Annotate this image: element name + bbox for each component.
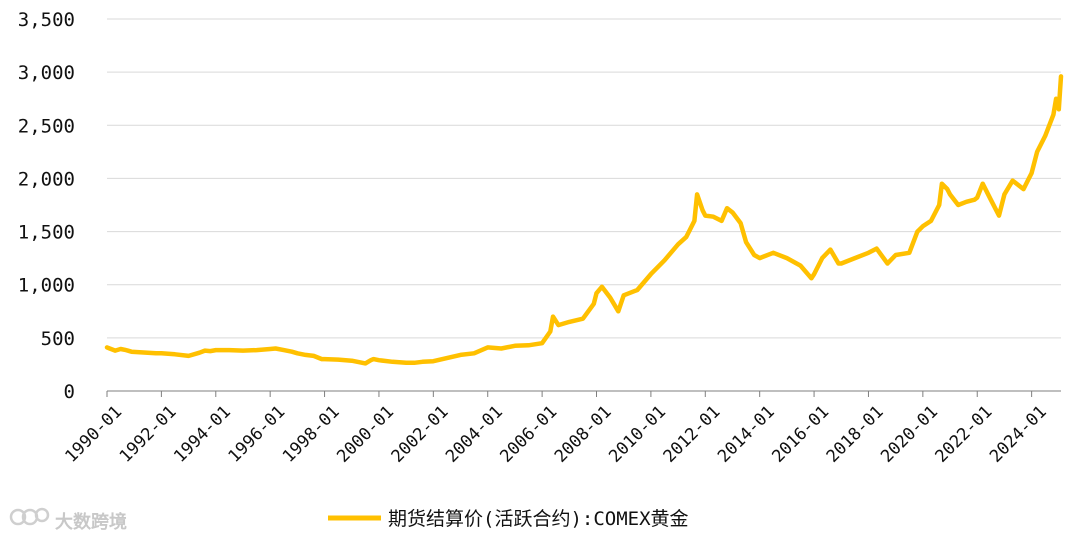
x-tick-label: 2018-01 xyxy=(823,402,888,467)
x-tick-label: 2024-01 xyxy=(986,402,1051,467)
y-tick-label: 3,000 xyxy=(18,62,75,84)
x-tick-label: 2000-01 xyxy=(333,402,398,467)
y-tick-label: 500 xyxy=(41,328,75,350)
y-tick-label: 2,000 xyxy=(18,168,75,190)
series-line-0 xyxy=(104,74,1064,366)
x-tick-label: 1990-01 xyxy=(61,402,126,467)
y-tick-label: 0 xyxy=(64,381,75,403)
y-tick-label: 3,500 xyxy=(18,9,75,31)
y-tick-label: 1,500 xyxy=(18,222,75,244)
legend: 期货结算价(活跃合约):COMEX黄金 xyxy=(328,508,689,530)
gridlines xyxy=(107,18,1061,339)
y-axis: 0 500 1,000 1,500 2,000 2,500 3,000 3,500 xyxy=(18,9,75,403)
watermark-text: 大数跨境 xyxy=(55,511,127,533)
x-tick-label: 2022-01 xyxy=(932,402,997,467)
legend-label: 期货结算价(活跃合约):COMEX黄金 xyxy=(388,508,689,530)
x-tick-label: 2010-01 xyxy=(605,402,670,467)
x-tick-label: 1994-01 xyxy=(170,402,235,467)
x-tick-label: 2014-01 xyxy=(714,402,779,467)
x-tick-label: 2006-01 xyxy=(496,402,561,467)
x-tick-label: 2016-01 xyxy=(768,402,833,467)
y-tick-label: 2,500 xyxy=(18,115,75,137)
y-tick-label: 1,000 xyxy=(18,275,75,297)
x-tick-label: 2002-01 xyxy=(388,402,453,467)
x-tick-label: 2020-01 xyxy=(877,402,942,467)
logo-icon xyxy=(9,507,50,526)
x-tick-label: 2008-01 xyxy=(551,402,616,467)
x-axis: 1990-011992-011994-011996-011998-012000-… xyxy=(61,390,1061,467)
x-tick-label: 2004-01 xyxy=(442,402,507,467)
watermark: 大数跨境 xyxy=(9,507,127,533)
x-tick-label: 2012-01 xyxy=(660,402,725,467)
x-tick-label: 1992-01 xyxy=(116,402,181,467)
x-tick-label: 1998-01 xyxy=(279,402,344,467)
x-tick-label: 1996-01 xyxy=(225,402,290,467)
series-layer xyxy=(104,74,1064,366)
